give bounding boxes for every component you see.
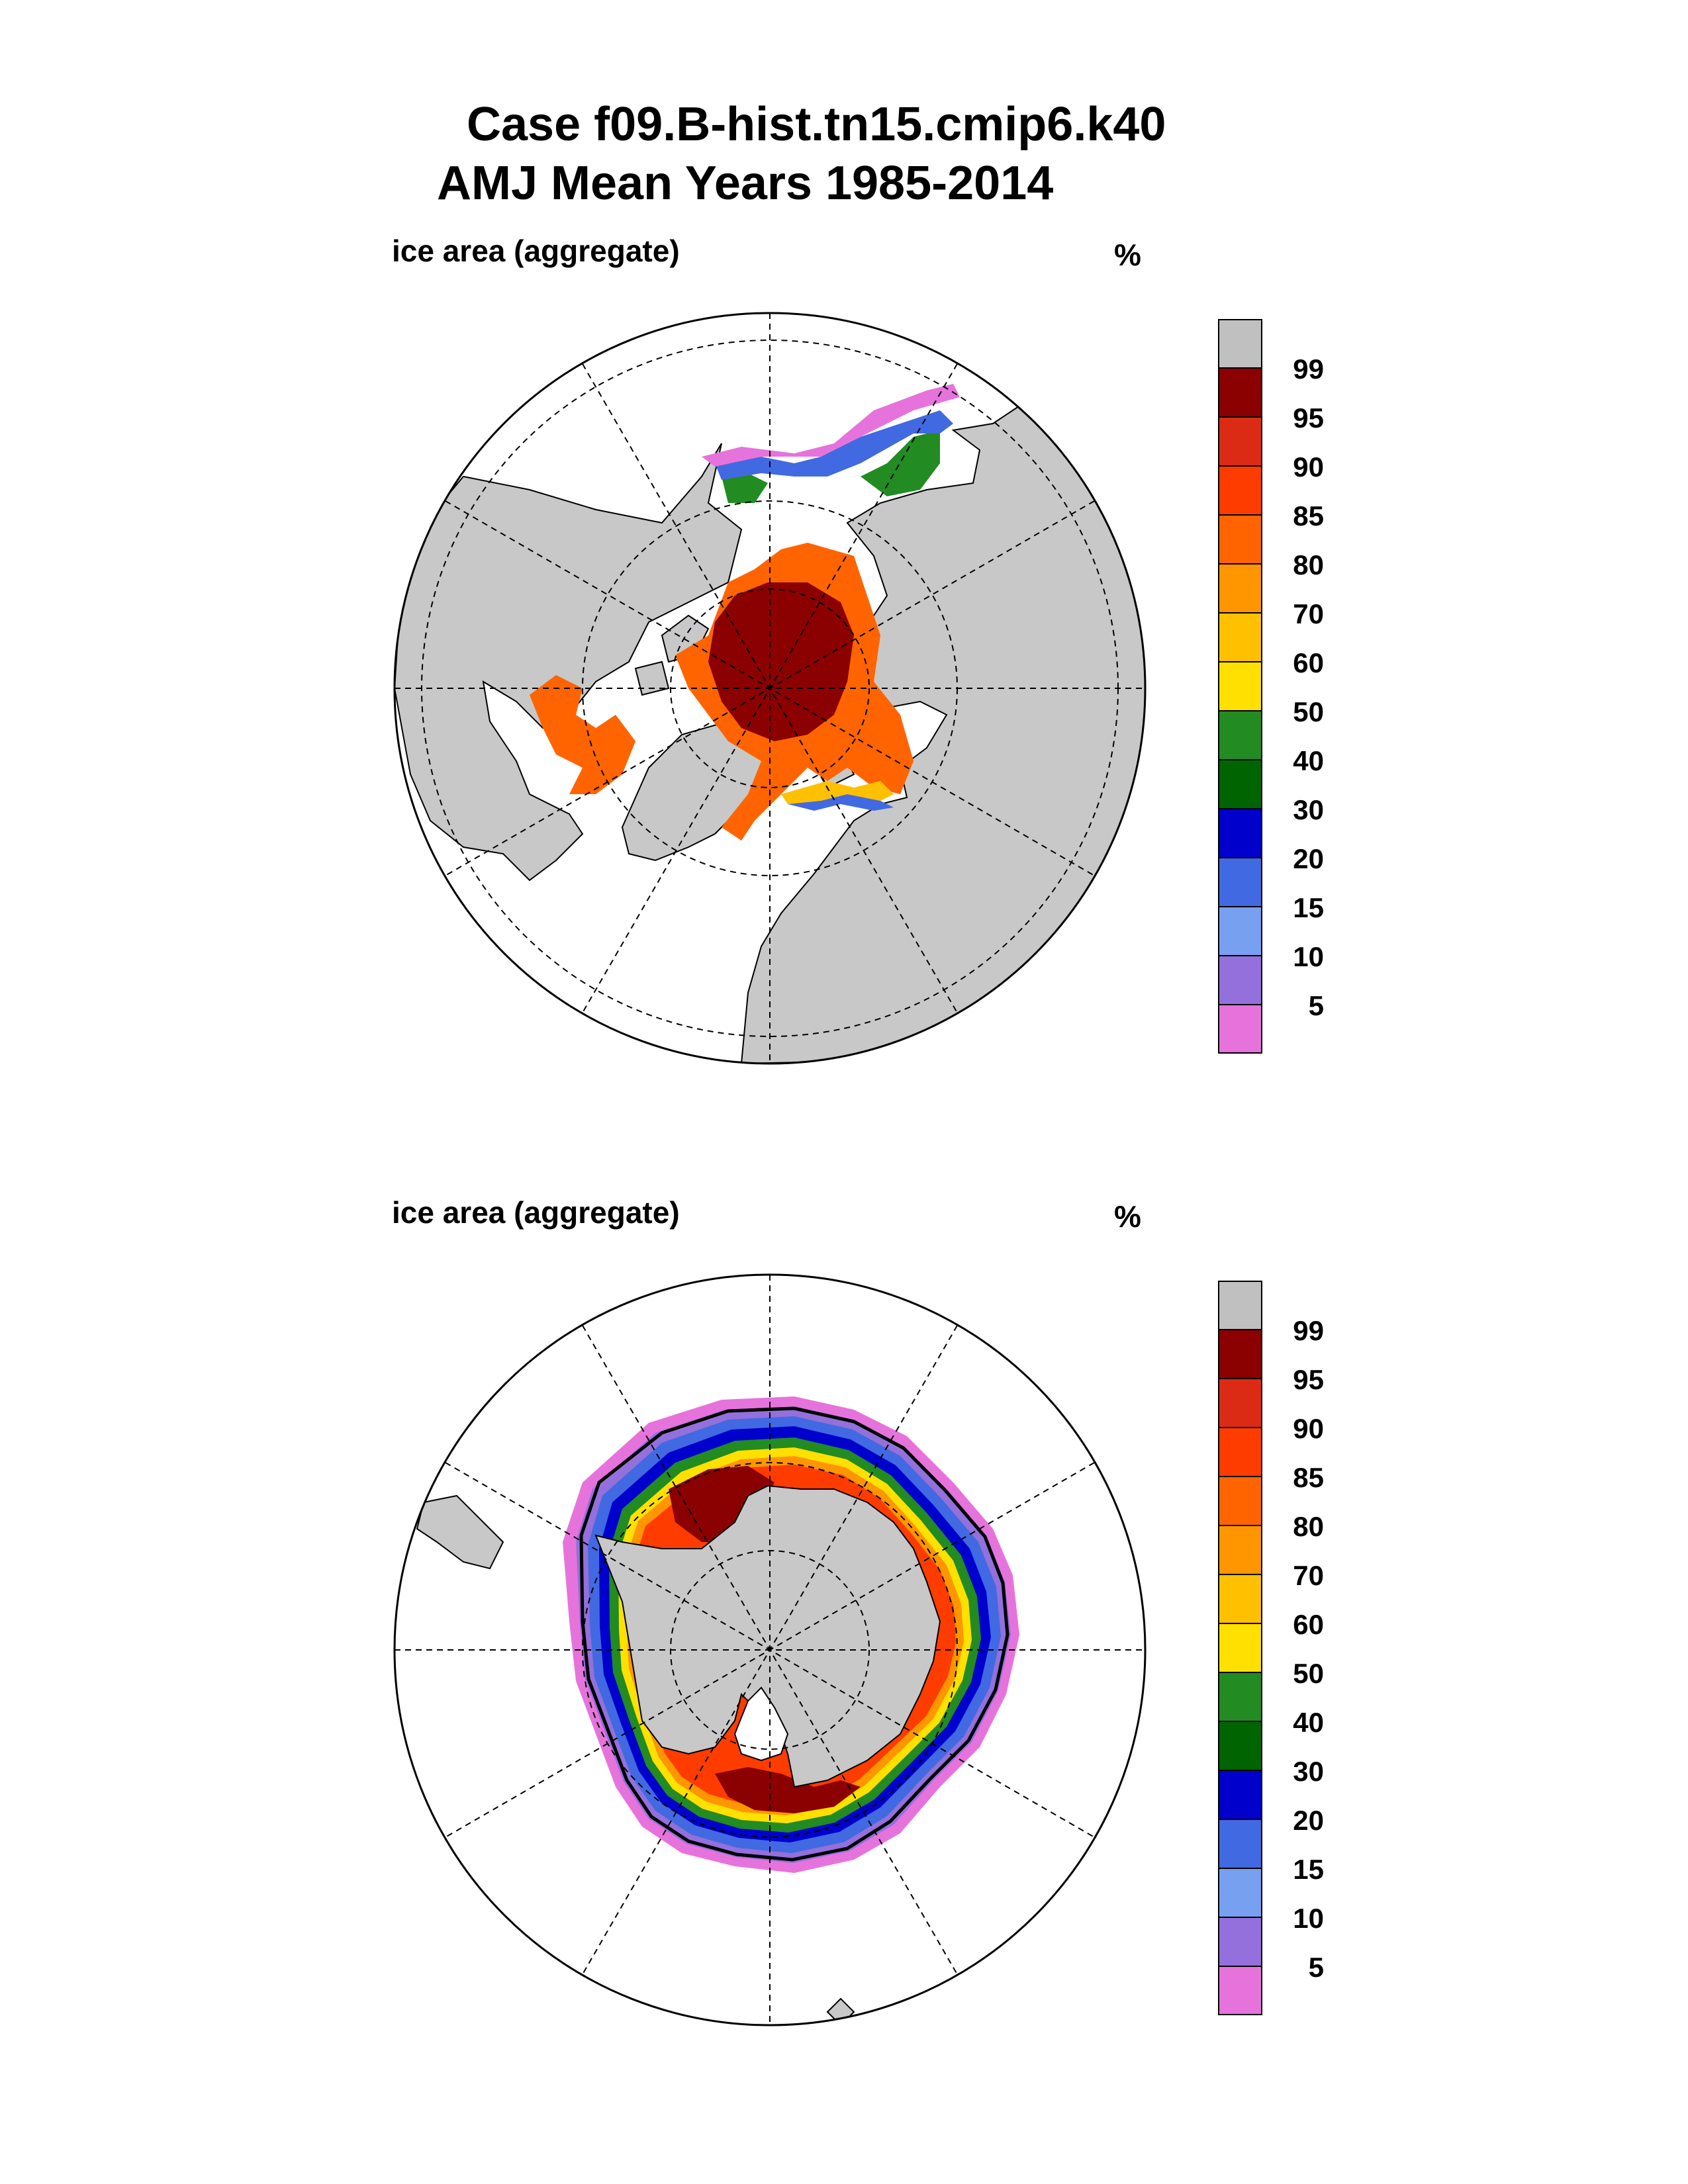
north-swatch: [1218, 613, 1262, 662]
north-swatch: [1218, 319, 1262, 368]
north-swatch: [1218, 760, 1262, 809]
south-tick: 95: [1293, 1364, 1324, 1395]
north-tick: 80: [1293, 549, 1324, 580]
north-swatch: [1218, 662, 1262, 711]
north-tick: 85: [1293, 500, 1324, 531]
north-swatch: [1218, 956, 1262, 1005]
south-ice-edge-contour: [579, 1406, 1009, 1862]
north-panel-label: ice area (aggregate): [392, 234, 680, 268]
south-tick: 50: [1293, 1658, 1324, 1689]
south-tick: 90: [1293, 1413, 1324, 1444]
south-swatch: [1218, 1281, 1262, 1330]
north-tick: 99: [1293, 353, 1324, 385]
north-swatch: [1218, 711, 1262, 760]
north-swatch: [1218, 564, 1262, 613]
south-map-border: [393, 1273, 1147, 2026]
north-swatch: [1218, 907, 1262, 956]
north-ice-margin-pink: [702, 384, 960, 467]
south-tick: 70: [1293, 1560, 1324, 1591]
south-tick: 85: [1293, 1462, 1324, 1493]
south-swatch: [1218, 1819, 1262, 1868]
north-land-america: [395, 443, 743, 882]
north-ice-bering: [722, 430, 940, 503]
figure-title-period: AMJ Mean Years 1985-2014: [437, 157, 1054, 210]
south-tick: 20: [1293, 1805, 1324, 1836]
south-swatch: [1218, 1428, 1262, 1477]
north-ice-atlantic-yellow: [781, 781, 894, 804]
south-swatch: [1218, 1574, 1262, 1623]
north-swatch: [1218, 368, 1262, 417]
south-panel-units: %: [1114, 1199, 1141, 1234]
south-swatch: [1218, 1770, 1262, 1819]
south-tick: 5: [1308, 1952, 1324, 1983]
south-swatch: [1218, 1623, 1262, 1672]
north-ice-hudson: [530, 675, 635, 794]
north-swatch: [1218, 1005, 1262, 1054]
south-swatch: [1218, 1330, 1262, 1379]
south-land-south-america: [416, 1494, 504, 1570]
south-swatch: [1218, 1868, 1262, 1917]
south-land-ross-ice-shelf: [733, 1686, 789, 1762]
south-tick: 15: [1293, 1854, 1324, 1885]
north-tick: 60: [1293, 647, 1324, 678]
north-ice-bering-blue: [715, 410, 953, 480]
north-tick: 90: [1293, 451, 1324, 482]
north-tick: 95: [1293, 402, 1324, 433]
south-colorbar: [1218, 1281, 1262, 2015]
south-tick: 10: [1293, 1903, 1324, 1934]
north-colorbar: [1218, 319, 1262, 1054]
north-land-eurasia: [740, 369, 1145, 1064]
south-swatch: [1218, 1672, 1262, 1721]
north-tick: 30: [1293, 794, 1324, 825]
north-swatch: [1218, 515, 1262, 564]
north-swatch: [1218, 466, 1262, 515]
north-tick: 5: [1308, 990, 1324, 1021]
north-ice-core: [708, 582, 854, 741]
north-tick: 10: [1293, 941, 1324, 972]
south-land-antarctica: [594, 1484, 941, 1788]
north-tick: 20: [1293, 843, 1324, 874]
south-tick: 60: [1293, 1609, 1324, 1640]
south-tick: 80: [1293, 1511, 1324, 1542]
north-swatch: [1218, 858, 1262, 907]
south-panel-label: ice area (aggregate): [392, 1195, 680, 1230]
south-swatch: [1218, 1966, 1262, 2015]
north-tick: 40: [1293, 745, 1324, 776]
south-ice-ross-core: [715, 1767, 861, 1813]
north-tick: 15: [1293, 892, 1324, 923]
south-tick: 30: [1293, 1756, 1324, 1787]
south-tick: 99: [1293, 1315, 1324, 1346]
south-tick: 40: [1293, 1707, 1324, 1738]
figure-title-case: Case f09.B-hist.tn15.cmip6.k40: [467, 98, 1166, 151]
south-swatch: [1218, 1917, 1262, 1966]
south-graticule: [395, 1275, 1145, 2025]
north-swatch: [1218, 417, 1262, 466]
north-tick: 70: [1293, 598, 1324, 629]
north-panel-units: %: [1114, 238, 1141, 272]
north-tick: 50: [1293, 696, 1324, 727]
north-ice-atlantic-blue: [788, 794, 894, 811]
south-swatch: [1218, 1525, 1262, 1574]
south-swatch: [1218, 1477, 1262, 1525]
north-map-border: [393, 312, 1147, 1065]
south-swatch: [1218, 1379, 1262, 1428]
south-swatch: [1218, 1721, 1262, 1770]
north-swatch: [1218, 809, 1262, 858]
north-graticule: [395, 313, 1145, 1064]
